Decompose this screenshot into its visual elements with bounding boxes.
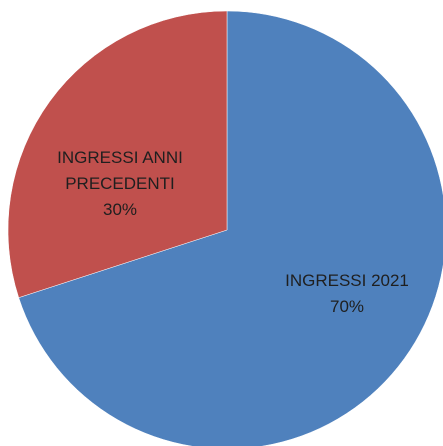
pie-slice-1 [7,10,228,298]
slice-label-ingressi-2021: INGRESSI 2021 70% [262,268,432,320]
slice-label-ingressi-anni-precedenti-percent: 30% [102,200,138,219]
slice-label-ingressi-anni-precedenti-line-1: INGRESSI ANNI [57,148,183,167]
slice-label-ingressi-anni-precedenti: INGRESSI ANNI PRECEDENTI 30% [35,145,205,223]
pie-slice-0 [18,10,443,446]
slice-label-ingressi-anni-precedenti-line-2: PRECEDENTI [65,174,175,193]
pie-slices [7,10,443,446]
slice-label-ingressi-2021-line-1: INGRESSI 2021 [285,271,409,290]
slice-label-ingressi-2021-percent: 70% [329,297,365,316]
